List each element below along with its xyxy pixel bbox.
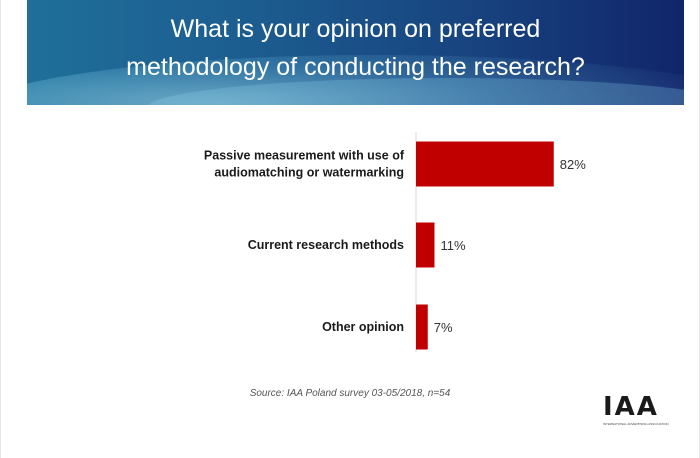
logo-text: IAA: [603, 392, 659, 422]
bar-3: [416, 304, 428, 350]
source-note: Source: IAA Poland survey 03-05/2018, n=…: [249, 388, 451, 399]
bars-group: 82% Passive measurement with use of audiom…: [204, 132, 586, 352]
value-label-1: 82%: [560, 157, 586, 172]
value-label-3: 7%: [434, 320, 453, 335]
slide-title: What is your opinion on preferred method…: [27, 10, 684, 86]
bar-2: [416, 222, 435, 268]
logo-subtext: INTERNATIONAL ADVERTISING ASSOCIATION: [603, 422, 669, 426]
slide-title-line-2: methodology of conducting the research?: [126, 53, 585, 81]
iaa-logo: IAA INTERNATIONAL ADVERTISING ASSOCIATIO…: [603, 392, 669, 432]
value-label-2: 11%: [440, 238, 465, 253]
category-label-2-line-1: Current research methods: [248, 238, 404, 252]
category-label-3-line-1: Other opinion: [322, 320, 404, 334]
category-label-1-line-1: Passive measurement with use of: [204, 149, 405, 163]
header-banner: [27, 0, 684, 105]
bar-1: [416, 141, 554, 187]
category-label-1-line-2: audiomatching or watermarking: [214, 166, 404, 180]
slide-title-line-1: What is your opinion on preferred: [170, 15, 541, 43]
